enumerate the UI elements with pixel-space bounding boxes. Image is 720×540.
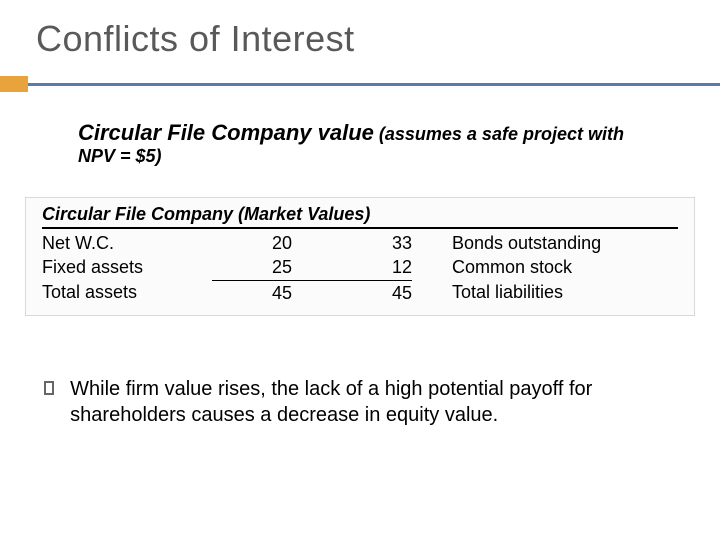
cell-gap <box>412 280 452 305</box>
table-row: Net W.C. 20 33 Bonds outstanding <box>42 231 678 255</box>
slide-title: Conflicts of Interest <box>36 18 720 60</box>
cell-right-label: Common stock <box>452 255 678 279</box>
title-wrap: Conflicts of Interest <box>0 0 720 66</box>
table-row: Fixed assets 25 12 Common stock <box>42 255 678 279</box>
slide: Conflicts of Interest Circular File Comp… <box>0 0 720 540</box>
cell-right-val: 33 <box>292 231 412 255</box>
subtitle: Circular File Company value (assumes a s… <box>0 92 720 167</box>
divider-line <box>28 83 720 86</box>
cell-right-val: 45 <box>292 280 412 305</box>
cell-gap <box>412 231 452 255</box>
cell-left-val: 45 <box>212 280 292 305</box>
table-row: Total assets 45 45 Total liabilities <box>42 280 678 305</box>
divider-row <box>0 76 720 92</box>
accent-box <box>0 76 28 92</box>
cell-left-val: 20 <box>212 231 292 255</box>
bullet-square-icon <box>44 381 54 395</box>
subtitle-bold: Circular File Company value <box>78 120 374 145</box>
table-body: Net W.C. 20 33 Bonds outstanding Fixed a… <box>42 231 678 305</box>
cell-right-label: Total liabilities <box>452 280 678 305</box>
cell-gap <box>412 255 452 279</box>
cell-left-val: 25 <box>212 255 292 279</box>
cell-left-label: Total assets <box>42 280 212 305</box>
cell-left-label: Net W.C. <box>42 231 212 255</box>
cell-right-label: Bonds outstanding <box>452 231 678 255</box>
table-heading: Circular File Company (Market Values) <box>42 204 678 229</box>
cell-left-label: Fixed assets <box>42 255 212 279</box>
balance-sheet-table: Circular File Company (Market Values) Ne… <box>25 197 695 316</box>
bullet-item: While firm value rises, the lack of a hi… <box>0 316 720 428</box>
bullet-text: While firm value rises, the lack of a hi… <box>70 376 660 428</box>
cell-right-val: 12 <box>292 255 412 279</box>
